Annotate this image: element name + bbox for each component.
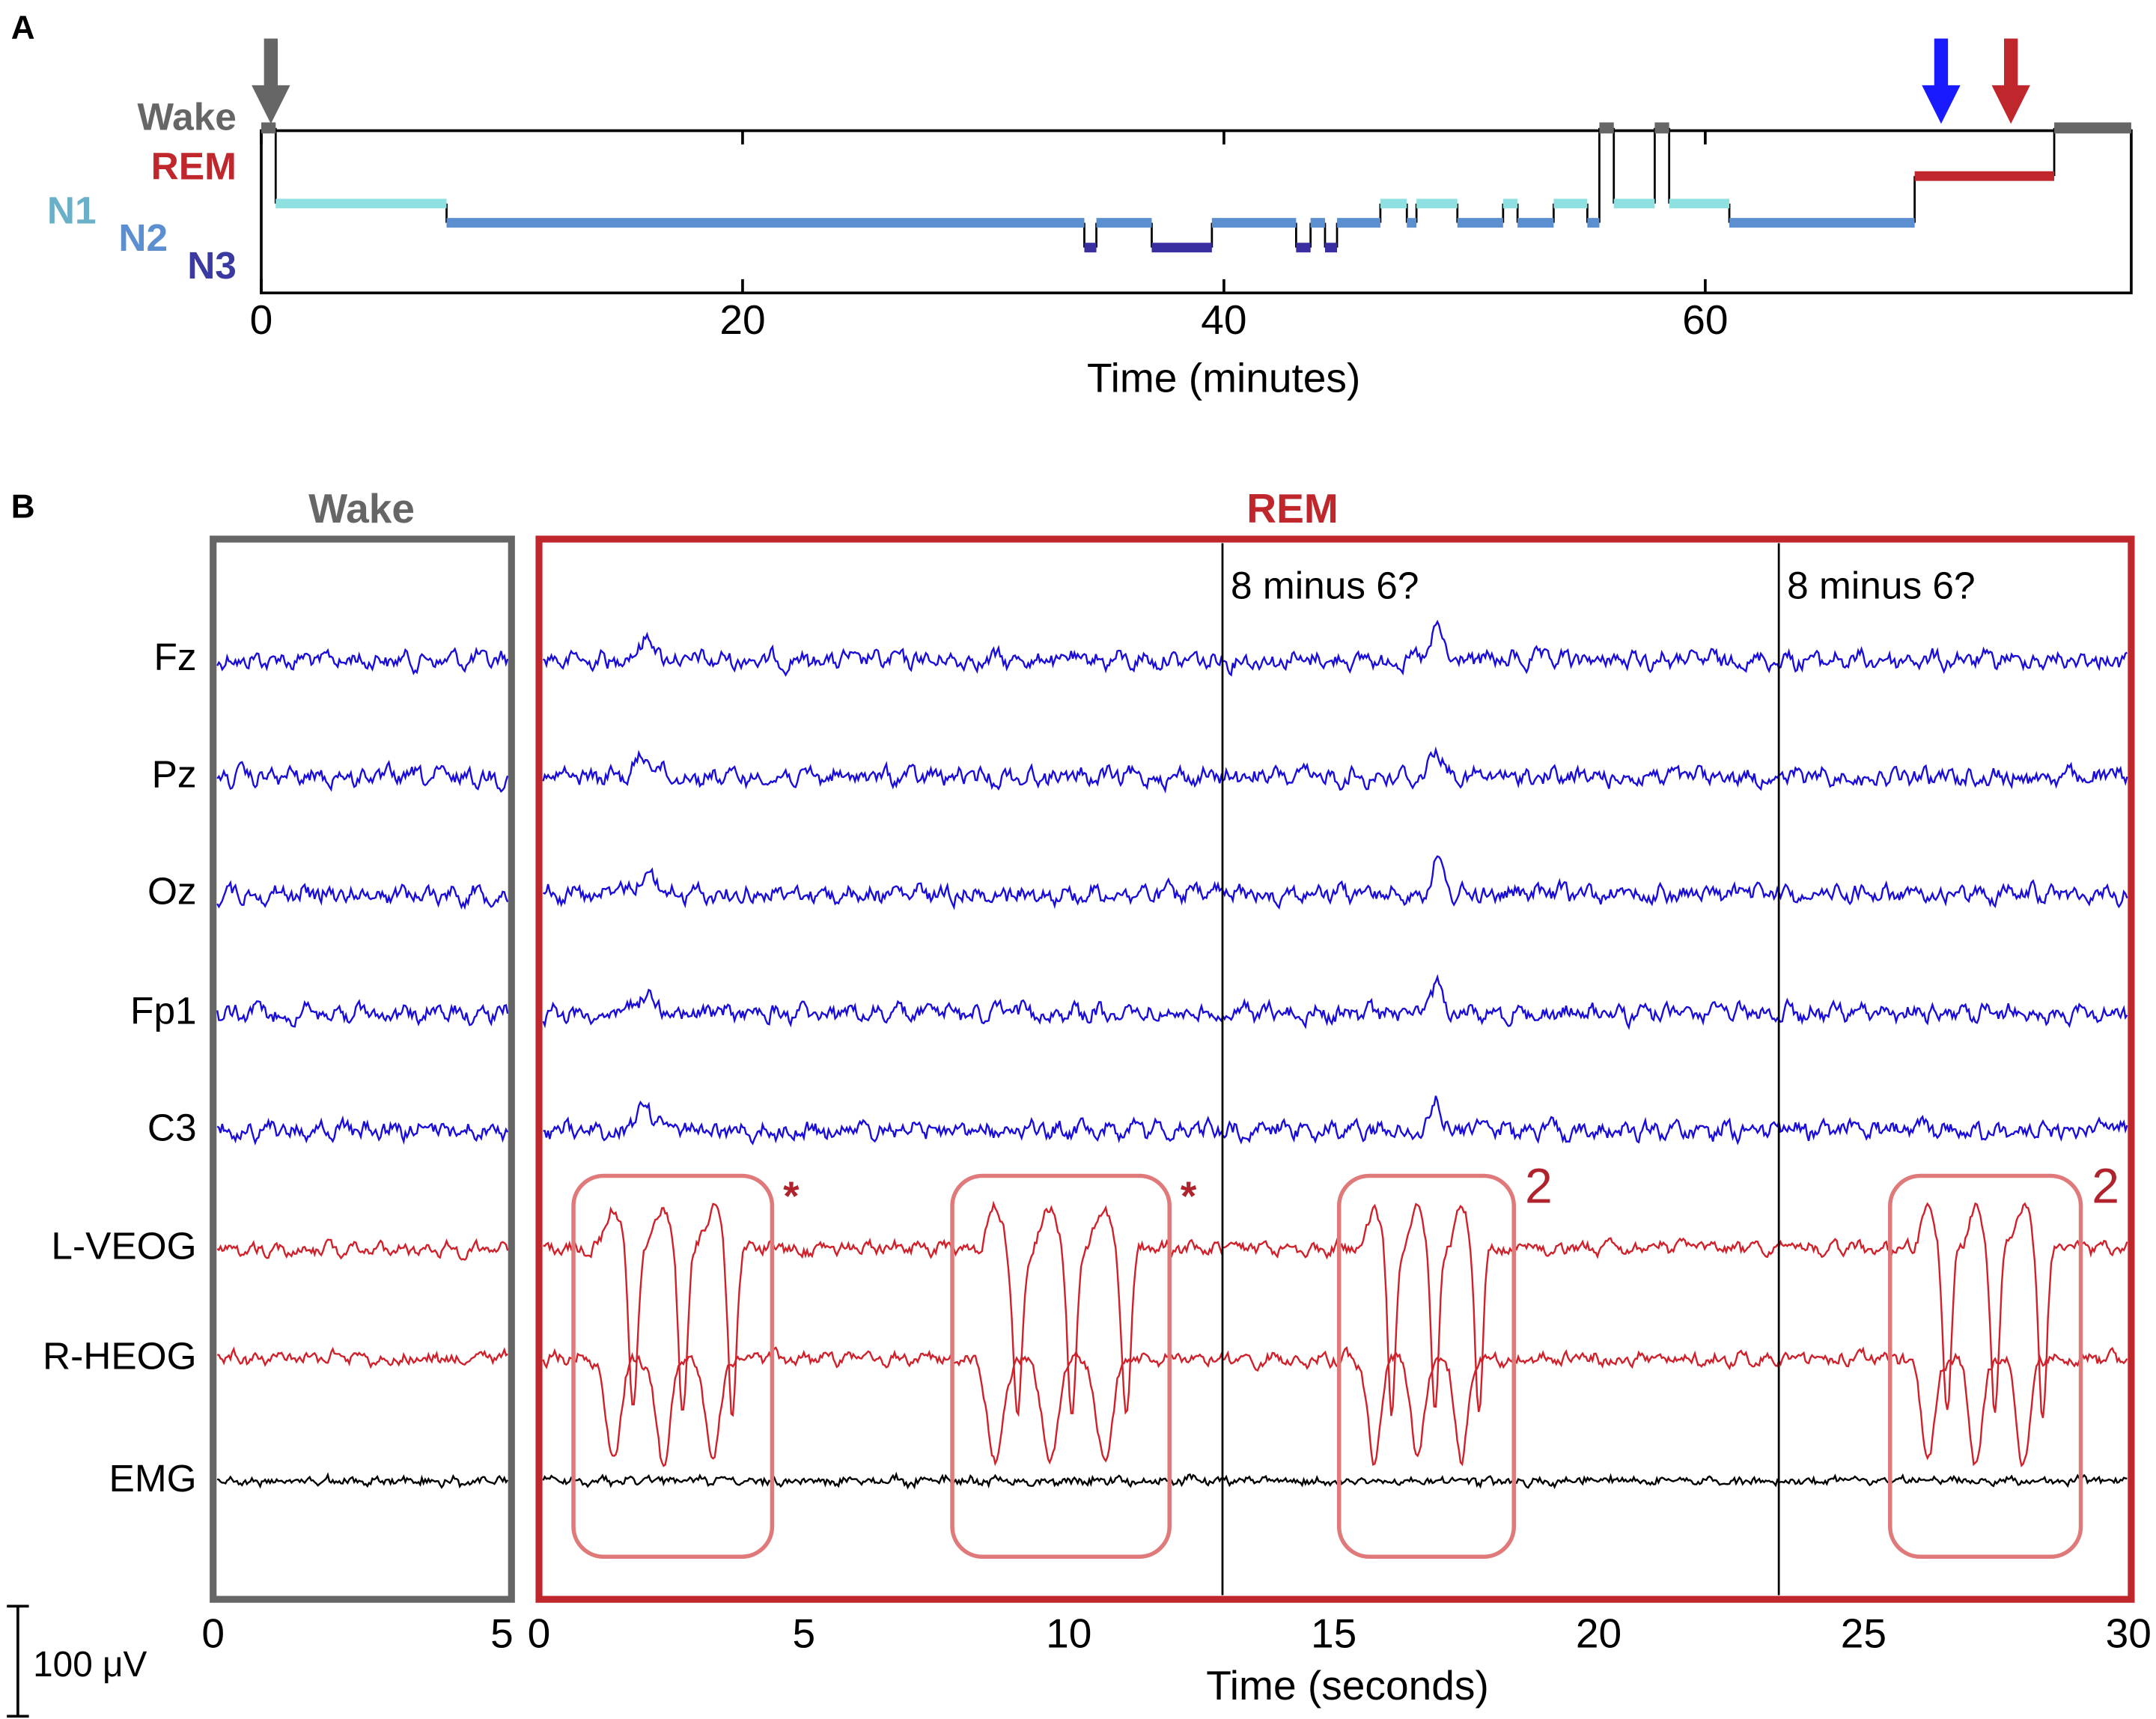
stage-label: N2 xyxy=(118,216,168,259)
rem-trace xyxy=(542,619,2128,678)
channel-label: Fz xyxy=(154,635,197,678)
eye-movement-box xyxy=(1336,1173,1517,1559)
eye-movement-box xyxy=(950,1173,1172,1559)
wake-frame xyxy=(210,535,515,1603)
eye-movement-label: * xyxy=(783,1172,800,1219)
x-tick-label: 0 xyxy=(528,1610,551,1656)
panel-label: B xyxy=(11,488,35,525)
channel-label: L-VEOG xyxy=(51,1223,196,1267)
rem-trace xyxy=(542,1346,2128,1467)
eye-movement-label: * xyxy=(1181,1172,1197,1219)
channel-label: EMG xyxy=(109,1456,197,1500)
eye-movement-box xyxy=(1888,1173,2083,1559)
stage-label: N1 xyxy=(47,188,97,231)
arrow xyxy=(252,38,290,124)
channel-label: Oz xyxy=(147,868,197,912)
x-tick-label: 0 xyxy=(250,296,273,343)
x-tick-label: 5 xyxy=(490,1610,514,1656)
eye-movement-label: 2 xyxy=(1525,1158,1553,1214)
arrow xyxy=(1922,38,1961,124)
x-tick-label: 0 xyxy=(201,1610,225,1656)
x-tick-label: 5 xyxy=(793,1610,816,1656)
wake-trace xyxy=(216,880,509,910)
stage-label: N3 xyxy=(187,243,237,287)
rem-title: REM xyxy=(1246,485,1338,532)
x-tick-label: 60 xyxy=(1682,296,1728,343)
x-tick-label: 10 xyxy=(1046,1610,1091,1656)
rem-trace xyxy=(543,1095,2128,1146)
rem-trace xyxy=(542,746,2128,794)
x-tick-label: 15 xyxy=(1311,1610,1356,1656)
panel-label: A xyxy=(11,10,35,46)
stage-label: Wake xyxy=(138,94,237,138)
eye-movement-label: 2 xyxy=(2092,1158,2119,1214)
wake-trace xyxy=(216,759,509,794)
rem-trace xyxy=(542,973,2128,1030)
x-axis-label: Time (seconds) xyxy=(1206,1662,1489,1709)
channel-label: R-HEOG xyxy=(43,1333,197,1377)
wake-trace xyxy=(216,1238,509,1262)
wake-title: Wake xyxy=(308,485,415,532)
wake-trace xyxy=(216,1472,509,1489)
scale-bar-label: 100 μV xyxy=(33,1645,147,1685)
wake-trace xyxy=(216,999,509,1028)
x-tick-label: 30 xyxy=(2106,1610,2152,1656)
x-tick-label: 20 xyxy=(1576,1610,1621,1656)
x-tick-label: 25 xyxy=(1841,1610,1886,1656)
eye-movement-box xyxy=(571,1173,775,1559)
hypnogram-frame xyxy=(260,129,2133,295)
arrow xyxy=(1991,38,2030,124)
stage-label: REM xyxy=(151,144,237,188)
rem-trace xyxy=(542,1471,2128,1490)
wake-trace xyxy=(216,646,509,675)
rem-trace xyxy=(542,855,2128,910)
wake-trace xyxy=(216,1115,509,1146)
x-axis-label: Time (minutes) xyxy=(1087,354,1360,401)
channel-label: Fp1 xyxy=(130,988,197,1032)
wake-trace xyxy=(217,1346,508,1369)
event-label: 8 minus 6? xyxy=(1787,564,1975,607)
event-label: 8 minus 6? xyxy=(1231,564,1419,607)
rem-frame xyxy=(535,535,2135,1603)
rem-trace xyxy=(543,1200,2128,1419)
x-tick-label: 20 xyxy=(719,296,765,343)
channel-label: Pz xyxy=(152,752,197,795)
x-tick-label: 40 xyxy=(1201,296,1246,343)
channel-label: C3 xyxy=(147,1105,197,1148)
